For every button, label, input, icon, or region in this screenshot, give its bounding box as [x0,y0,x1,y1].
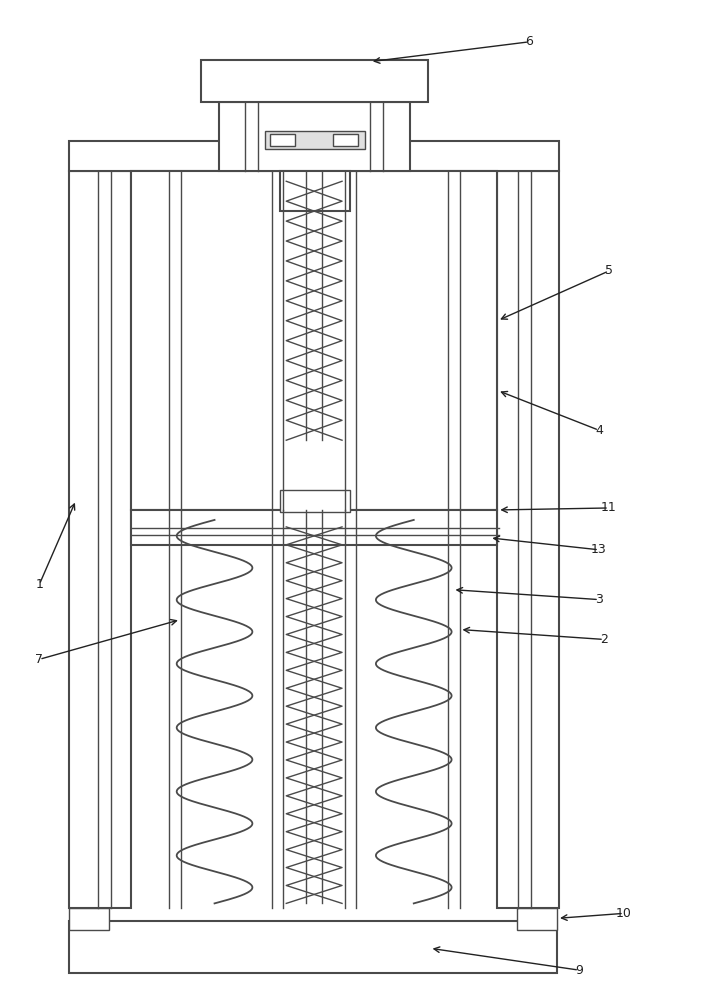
Text: 6: 6 [525,35,534,48]
Text: 5: 5 [605,264,613,277]
Text: 10: 10 [616,907,632,920]
Bar [265,131,365,149]
Bar [517,908,557,930]
Text: 13: 13 [591,543,607,556]
Bar [271,134,295,146]
Text: 9: 9 [575,964,583,977]
Text: 2: 2 [600,633,608,646]
Text: 4: 4 [595,424,603,437]
Bar [333,134,358,146]
Bar [280,490,350,512]
Bar [131,510,498,545]
Text: 11: 11 [601,501,617,514]
Bar [69,908,109,930]
Bar [200,60,427,102]
Text: 7: 7 [35,653,44,666]
Bar [69,921,557,973]
Text: 1: 1 [35,578,43,591]
Bar [280,171,350,211]
Bar [69,141,559,171]
Bar [131,171,498,510]
Bar [69,171,131,908]
Bar [219,102,410,171]
Bar [498,171,559,908]
Text: 3: 3 [595,593,603,606]
